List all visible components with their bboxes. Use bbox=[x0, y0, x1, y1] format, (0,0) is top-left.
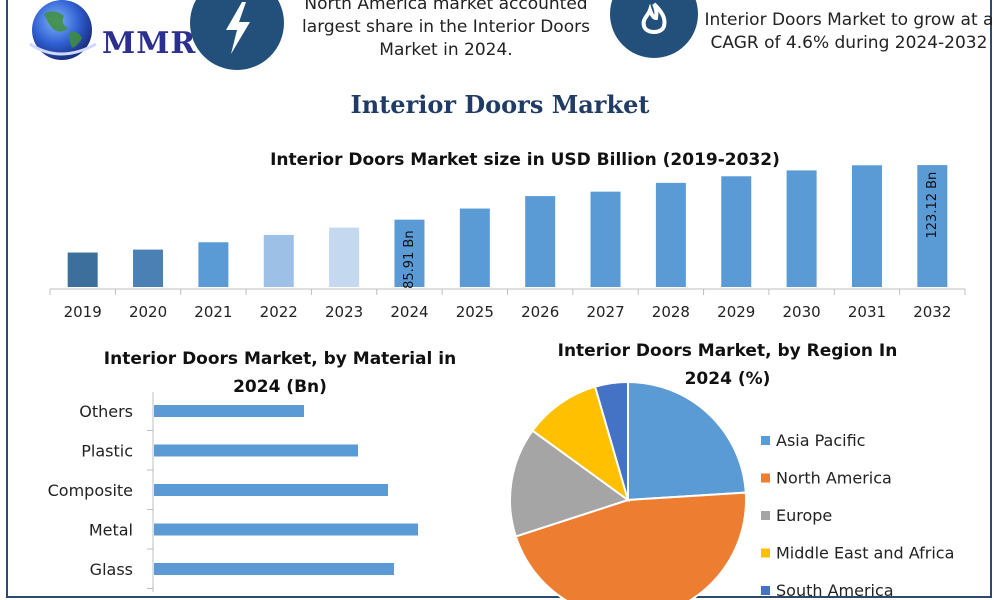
pie-slice-asia-pacific bbox=[627, 380, 747, 502]
material-bar-metal bbox=[154, 523, 418, 536]
bar-data-label: 85.91 Bn bbox=[402, 230, 417, 289]
x-tick-label: 2032 bbox=[913, 303, 951, 321]
bar-2032 bbox=[917, 165, 948, 287]
legend-swatch bbox=[761, 436, 770, 445]
legend-swatch bbox=[761, 586, 770, 595]
bar-2029 bbox=[721, 176, 752, 287]
pie-slice-south-america bbox=[593, 380, 629, 501]
pie-slice-europe bbox=[509, 429, 631, 538]
bar-2022 bbox=[263, 234, 294, 287]
x-tick-label: 2030 bbox=[783, 303, 821, 321]
flame-icon bbox=[610, 0, 698, 58]
material-category-label: Others bbox=[79, 402, 133, 421]
legend-label: Middle East and Africa bbox=[776, 544, 954, 563]
x-tick-label: 2027 bbox=[586, 303, 624, 321]
bar-2025 bbox=[459, 208, 490, 287]
x-tick-label: 2023 bbox=[325, 303, 363, 321]
x-tick-label: 2020 bbox=[129, 303, 167, 321]
legend-label: North America bbox=[776, 469, 892, 488]
bar-2031 bbox=[851, 165, 882, 287]
bar-2027 bbox=[590, 191, 621, 287]
legend-swatch bbox=[761, 473, 770, 483]
material-category-label: Composite bbox=[48, 481, 133, 500]
bar-2030 bbox=[786, 170, 817, 287]
lightning-icon bbox=[190, 0, 284, 70]
highlight-text-1: North America market accounted largest s… bbox=[302, 0, 590, 60]
region-chart-title: Interior Doors Market, by Region In 2024… bbox=[557, 341, 898, 389]
globe-icon bbox=[29, 0, 97, 60]
pie-slice-middle-east-and-africa bbox=[531, 385, 630, 503]
legend-label: Asia Pacific bbox=[776, 431, 865, 450]
x-tick-label: 2022 bbox=[260, 303, 298, 321]
x-tick-label: 2026 bbox=[521, 303, 559, 321]
pie-slice-north-america bbox=[514, 491, 747, 600]
mmr-logo: MMR bbox=[14, 0, 195, 70]
material-category-label: Metal bbox=[89, 521, 133, 540]
material-bar-composite bbox=[154, 484, 388, 496]
market-size-chart-title: Interior Doors Market size in USD Billio… bbox=[270, 150, 780, 170]
material-category-label: Plastic bbox=[81, 442, 133, 461]
legend-label: South America bbox=[776, 581, 894, 600]
x-tick-label: 2028 bbox=[652, 303, 690, 321]
bar-2026 bbox=[525, 196, 556, 287]
material-bar-plastic bbox=[154, 444, 358, 457]
x-tick-label: 2029 bbox=[717, 303, 755, 321]
legend-swatch bbox=[761, 511, 770, 520]
bar-2028 bbox=[655, 182, 686, 287]
material-chart-title: Interior Doors Market, by Material in 20… bbox=[103, 349, 457, 397]
material-bar-others bbox=[154, 405, 304, 417]
bar-2020 bbox=[133, 249, 164, 287]
x-tick-label: 2031 bbox=[848, 303, 886, 321]
bar-2019 bbox=[67, 252, 98, 287]
logo-text: MMR bbox=[102, 26, 197, 61]
bar-2023 bbox=[329, 227, 360, 287]
bar-2024 bbox=[394, 219, 425, 287]
material-category-label: Glass bbox=[90, 560, 133, 579]
material-bar-glass bbox=[154, 563, 394, 575]
legend-label: Europe bbox=[776, 506, 832, 525]
x-tick-label: 2019 bbox=[64, 303, 102, 321]
highlight-text-2: Interior Doors Market to grow at a CAGR … bbox=[704, 10, 994, 53]
legend-swatch bbox=[761, 548, 770, 558]
x-tick-label: 2021 bbox=[194, 303, 232, 321]
x-tick-label: 2024 bbox=[390, 303, 428, 321]
x-tick-label: 2025 bbox=[456, 303, 494, 321]
bar-2021 bbox=[198, 242, 229, 287]
bar-data-label: 123.12 Bn bbox=[925, 172, 940, 239]
page-title: Interior Doors Market bbox=[350, 90, 650, 119]
page-frame bbox=[6, 0, 992, 598]
